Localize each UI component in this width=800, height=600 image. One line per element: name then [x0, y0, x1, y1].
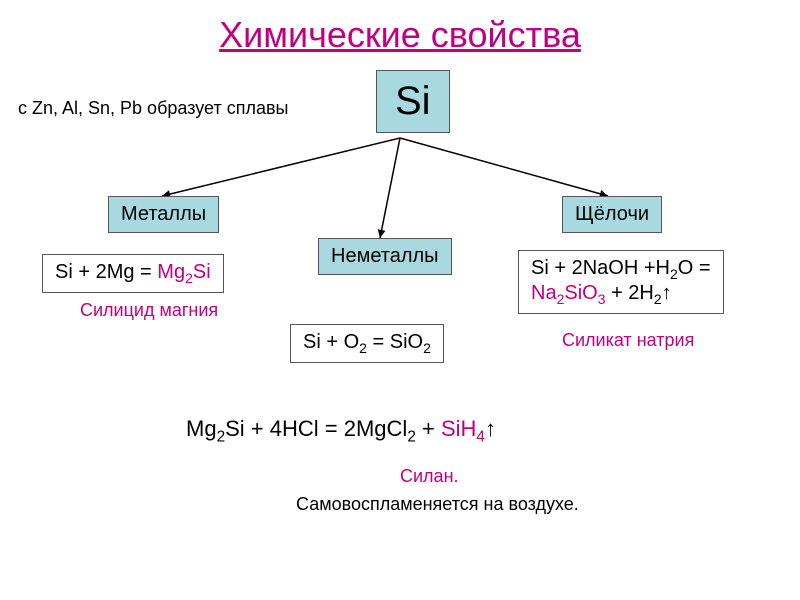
alkali-caption: Силикат натрия — [562, 330, 694, 351]
metals-caption: Силицид магния — [80, 300, 218, 321]
nonmetals-equation: Si + O2 = SiO2 — [290, 324, 444, 363]
main-element-box: Si — [376, 70, 450, 133]
bottom-caption-2: Самовоспламеняется на воздухе. — [296, 494, 579, 515]
bottom-caption-1: Силан. — [400, 466, 459, 487]
nonmetals-label: Неметаллы — [318, 238, 452, 275]
title-text: Химические свойства — [219, 14, 581, 55]
alkali-label: Щёлочи — [562, 196, 662, 233]
metals-label: Металлы — [108, 196, 219, 233]
page-title: Химические свойства — [219, 14, 581, 56]
alkali-equation: Si + 2NaOH +H2O =Na2SiO3 + 2H2↑ — [518, 250, 724, 314]
bottom-equation: Mg2Si + 4HCl = 2MgCl2 + SiH4↑ — [186, 416, 496, 446]
metals-equation: Si + 2Mg = Mg2Si — [42, 254, 224, 293]
alloys-note: с Zn, Al, Sn, Pb образует сплавы — [18, 98, 288, 119]
